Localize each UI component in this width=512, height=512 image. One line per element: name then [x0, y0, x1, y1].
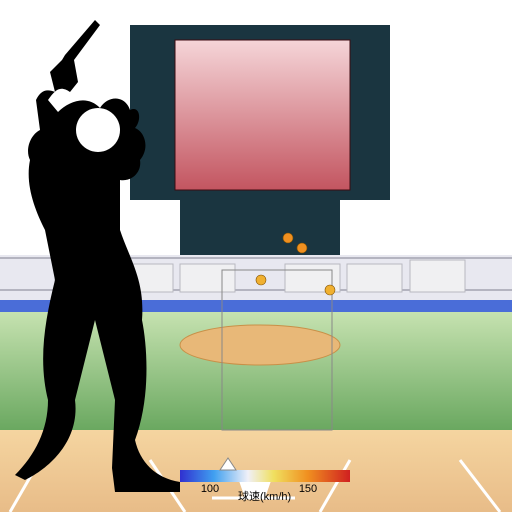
pitch-location-chart: 100 150 球速(km/h) — [0, 0, 512, 512]
wall-panel — [347, 264, 402, 292]
legend-tick: 150 — [299, 483, 317, 495]
scoreboard-screen — [175, 40, 350, 190]
legend-colorbar — [180, 470, 350, 482]
legend-tick: 100 — [201, 483, 219, 495]
wall-panel — [410, 260, 465, 292]
pitch-marker — [256, 275, 266, 285]
wall-panel — [180, 264, 235, 292]
pitch-marker — [325, 285, 335, 295]
pitch-marker — [297, 243, 307, 253]
pitchers-mound — [180, 325, 340, 365]
chart-svg: 100 150 球速(km/h) — [0, 0, 512, 512]
pitch-marker — [283, 233, 293, 243]
legend-label: 球速(km/h) — [238, 489, 291, 503]
